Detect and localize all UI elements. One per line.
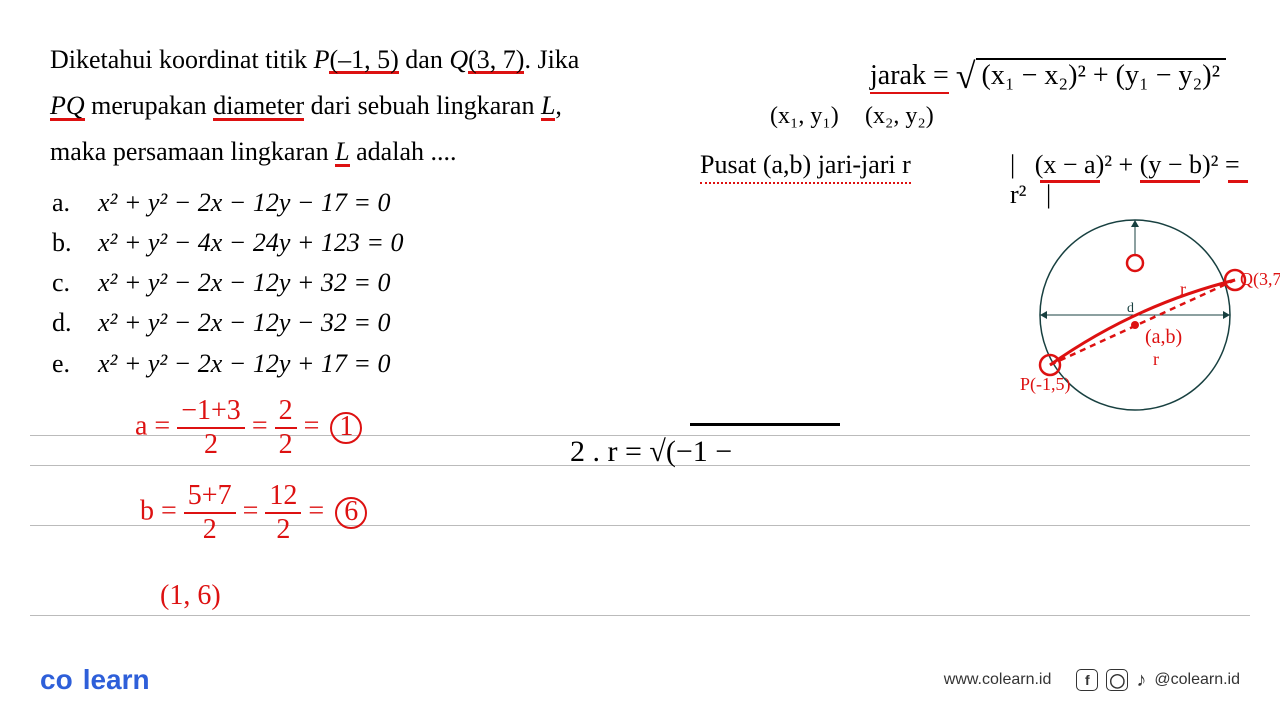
q1-pre: Diketahui koordinat titik — [50, 45, 314, 74]
a-eq2: = — [252, 410, 268, 441]
work-2r-text: 2 . r = √(−1 − — [570, 435, 732, 468]
a-eq: a = — [135, 410, 170, 441]
b-eq3: = — [308, 495, 324, 526]
tiktok-icon: ♪ — [1136, 669, 1146, 692]
facebook-icon: f — [1076, 669, 1098, 691]
a-den2: 2 — [275, 429, 297, 461]
option-c: c. x² + y² − 2x − 12y + 32 = 0 — [50, 263, 670, 303]
hand-x1y1: (x₁, y₁) — [770, 103, 839, 130]
work-a: a = −1+32 = 22 = 1 — [135, 395, 362, 461]
distance-formula: jarak = √(x₁ − x₂)² + (y₁ − y₂)² — [870, 55, 1226, 97]
q1-Q: Q — [449, 45, 468, 74]
b-den: 2 — [184, 514, 236, 546]
a-res: 1 — [330, 412, 362, 444]
hand-x2y2: (x₂, y₂) — [865, 103, 934, 130]
b-den2: 2 — [265, 514, 301, 546]
logo: colearn — [40, 664, 150, 696]
b-num2: 12 — [265, 480, 301, 514]
q1-post: . Jika — [524, 45, 579, 74]
q3-b: lingkaran — [224, 137, 335, 166]
a-den: 2 — [177, 429, 245, 461]
q3-c: adalah .... — [350, 137, 457, 166]
rule-line-4 — [30, 615, 1250, 616]
option-a: a. x² + y² − 2x − 12y − 17 = 0 — [50, 183, 670, 223]
b-eq2: = — [243, 495, 259, 526]
q2-c: , — [555, 91, 562, 120]
circle-equation: | (x − a)² + (y − b)² = r² | — [1010, 150, 1260, 210]
question-line-1: Diketahui koordinat titik P(–1, 5) dan Q… — [50, 38, 670, 82]
q2-diam: diameter — [213, 94, 304, 120]
circle-diagram: d (a,b) r r P(-1,5) Q(3,7) — [1020, 210, 1230, 420]
instagram-icon: ◯ — [1106, 669, 1128, 691]
d-label: d — [1127, 301, 1134, 316]
b-eq: b = — [140, 495, 177, 526]
center-radius-text: Pusat (a,b) jari-jari r — [700, 150, 911, 184]
option-a-label: a. — [50, 183, 98, 223]
jarak-inner: (x₁ − x₂)² + (y₁ − y₂)² — [976, 58, 1227, 94]
option-c-eq: x² + y² − 2x − 12y + 32 = 0 — [98, 263, 670, 303]
work-center: (1, 6) — [160, 580, 221, 612]
work-2r: 2 . r = √(−1 − — [570, 435, 732, 469]
footer: colearn www.colearn.id f ◯ ♪ @colearn.id — [0, 660, 1280, 700]
option-e-label: e. — [50, 344, 98, 384]
q2-L: L — [541, 94, 555, 120]
b-num: 5+7 — [184, 480, 236, 514]
a-eq3: = — [304, 410, 320, 441]
option-a-eq: x² + y² − 2x − 12y − 17 = 0 — [98, 183, 670, 223]
arrow-up-icon — [1131, 220, 1139, 227]
q3-L: L — [335, 140, 349, 166]
q1-Qcoord: (3, 7) — [468, 48, 524, 74]
question-line-2: PQ merupakan diameter dari sebuah lingka… — [50, 84, 670, 128]
option-e-eq: x² + y² − 2x − 12y + 17 = 0 — [98, 344, 670, 384]
a-num2: 2 — [275, 395, 297, 429]
question-line-3: maka persamaan lingkaran L adalah .... — [50, 130, 670, 174]
diameter-line — [1050, 280, 1235, 365]
P-label: P(-1,5) — [1020, 374, 1071, 395]
center-label: (a,b) — [1145, 326, 1182, 348]
social-icons: f ◯ ♪ @colearn.id — [1076, 669, 1240, 692]
q3-pers: persamaan — [113, 137, 224, 166]
q2-a: merupakan — [85, 91, 214, 120]
q1-mid: dan — [399, 45, 450, 74]
arrow-right-icon — [1223, 311, 1230, 319]
q2-b: dari sebuah lingkaran — [304, 91, 541, 120]
q2-PQ: PQ — [50, 94, 85, 120]
social-handle: @colearn.id — [1154, 671, 1240, 689]
option-e: e. x² + y² − 2x − 12y + 17 = 0 — [50, 344, 670, 384]
option-b-eq: x² + y² − 4x − 24y + 123 = 0 — [98, 223, 670, 263]
q1-Pcoord: (–1, 5) — [329, 48, 398, 74]
top-circle — [1127, 255, 1143, 271]
footer-url: www.colearn.id — [944, 671, 1052, 689]
option-d-label: d. — [50, 303, 98, 343]
r-label-1: r — [1180, 279, 1186, 299]
jarak-label: jarak = — [870, 60, 949, 94]
Q-label: Q(3,7) — [1240, 269, 1280, 290]
question-block: Diketahui koordinat titik P(–1, 5) dan Q… — [50, 38, 670, 384]
option-b: b. x² + y² − 4x − 24y + 123 = 0 — [50, 223, 670, 263]
options-list: a. x² + y² − 2x − 12y − 17 = 0 b. x² + y… — [50, 183, 670, 384]
r-label-2: r — [1153, 349, 1159, 369]
option-c-label: c. — [50, 263, 98, 303]
option-d-eq: x² + y² − 2x − 12y − 32 = 0 — [98, 303, 670, 343]
logo-part1: co — [40, 664, 73, 695]
bar1: | — [1010, 150, 1015, 179]
center-point — [1131, 321, 1139, 329]
logo-part2: learn — [83, 664, 150, 695]
q3-a: maka — [50, 137, 113, 166]
a-num: −1+3 — [177, 395, 245, 429]
b-res: 6 — [335, 497, 367, 529]
work-b: b = 5+72 = 122 = 6 — [140, 480, 367, 546]
q1-P: P — [314, 45, 330, 74]
arrow-left-icon — [1040, 311, 1047, 319]
option-b-label: b. — [50, 223, 98, 263]
bar2: | — [1046, 180, 1051, 209]
option-d: d. x² + y² − 2x − 12y − 32 = 0 — [50, 303, 670, 343]
sqrt-icon: √ — [956, 55, 976, 97]
